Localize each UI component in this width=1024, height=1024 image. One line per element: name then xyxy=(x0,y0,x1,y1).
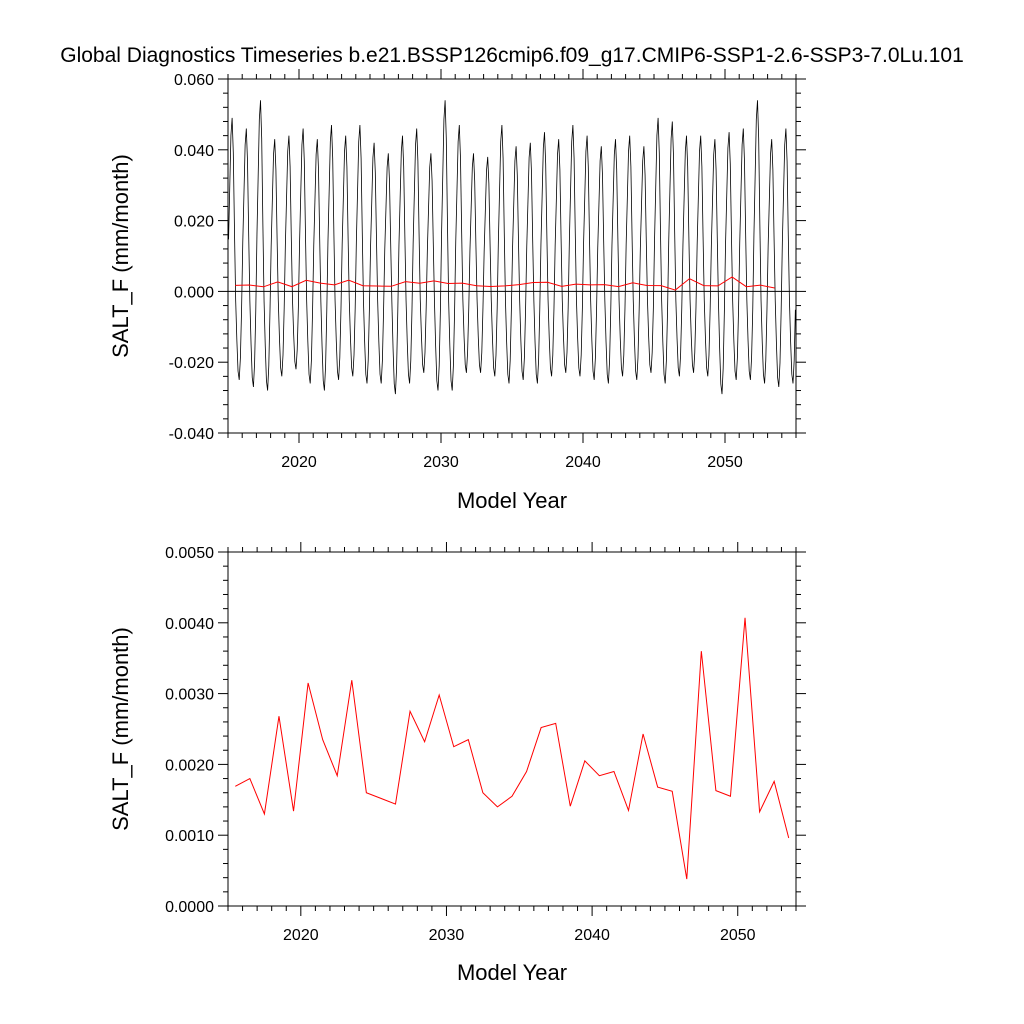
x-tick-label: 2020 xyxy=(283,927,319,944)
x-tick-label: 2030 xyxy=(423,454,459,471)
x-tick-label: 2020 xyxy=(281,454,317,471)
plot-area xyxy=(235,617,790,880)
y-tick-label: 0.0040 xyxy=(165,616,214,633)
y-tick-label: 0.020 xyxy=(174,214,214,231)
y-tick-label: 0.0000 xyxy=(165,899,214,916)
x-tick-label: 2040 xyxy=(574,927,610,944)
plot-area xyxy=(228,100,796,395)
plot-frame xyxy=(227,551,797,907)
y-tick-label: 0.0010 xyxy=(165,828,214,845)
x-axis-title: Model Year xyxy=(457,488,567,513)
x-tick-label: 2050 xyxy=(720,927,756,944)
x-tick-label: 2050 xyxy=(707,454,743,471)
y-tick-label: 0.000 xyxy=(174,284,214,301)
top-panel: 2020 2030 2040 2050 -0.040 -0.020 0.000 0.020 0.… xyxy=(108,69,806,513)
bottom-panel: 2020 2030 2040 2050 0.0000 0.0010 0.0020 0.0030… xyxy=(108,542,806,985)
series-line-annual xyxy=(235,617,790,880)
y-tick-label: -0.020 xyxy=(169,355,214,372)
series-line-annual xyxy=(235,276,775,291)
y-tick-label: 0.0030 xyxy=(165,687,214,704)
x-tick-label: 2040 xyxy=(565,454,601,471)
x-axis-title: Model Year xyxy=(457,960,567,985)
y-tick-label: 0.040 xyxy=(174,143,214,160)
y-tick-label: 0.060 xyxy=(174,72,214,89)
y-tick-label: -0.040 xyxy=(169,426,214,443)
y-axis-title: SALT_F (mm/month) xyxy=(108,627,133,831)
series-line-monthly xyxy=(228,100,796,395)
x-tick-label: 2030 xyxy=(429,927,465,944)
chart-title: Global Diagnostics Timeseries b.e21.BSSP… xyxy=(60,44,964,67)
y-tick-label: 0.0020 xyxy=(165,757,214,774)
y-tick-label: 0.0050 xyxy=(165,545,214,562)
y-axis-title: SALT_F (mm/month) xyxy=(108,154,133,358)
